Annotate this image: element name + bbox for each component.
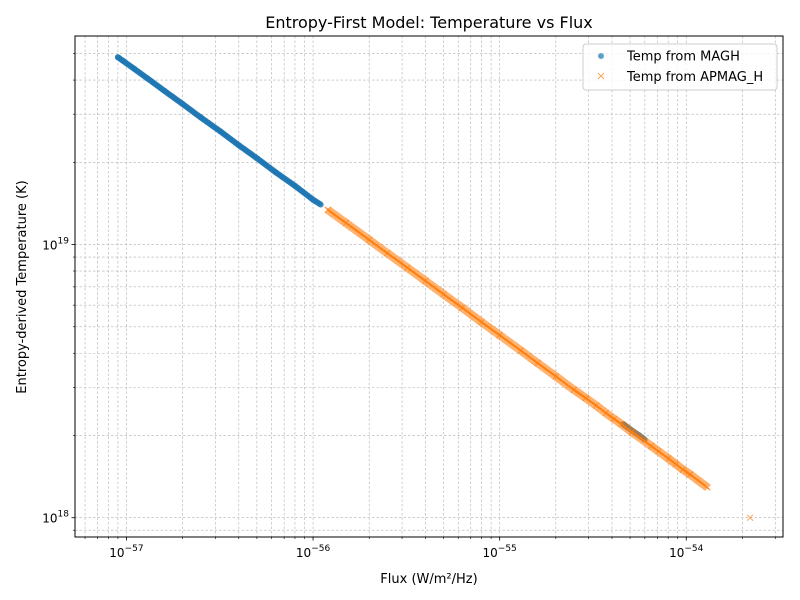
data-point: [593, 402, 600, 410]
chart-title: Entropy-First Model: Temperature vs Flux: [265, 13, 593, 32]
data-point: [342, 219, 350, 227]
data-point: [403, 264, 411, 272]
legend-marker-magh: [598, 53, 604, 59]
data-point: [310, 196, 316, 203]
x-tick-label: 10−55: [483, 544, 517, 560]
plot-area: [114, 54, 754, 522]
data-point: [602, 409, 610, 417]
data-point: [478, 318, 485, 326]
data-point: [628, 428, 636, 436]
data-point: [272, 169, 279, 176]
data-point: [144, 75, 151, 82]
data-point: [383, 249, 391, 257]
data-point: [161, 87, 168, 94]
x-tick-label: 10−56: [296, 544, 331, 560]
data-point: [582, 394, 590, 402]
data-point: [534, 359, 542, 367]
data-point: [552, 373, 560, 380]
legend: Temp from MAGH Temp from APMAG_H: [582, 43, 778, 91]
data-point: [235, 142, 242, 149]
data-point: [324, 206, 332, 214]
x-tick-label: 10−57: [109, 544, 143, 560]
y-axis-label: Entropy-derived Temperature (K): [15, 180, 30, 393]
axis-ticks: 10−57 10−56 10−55 10−54 1018 1019: [42, 53, 776, 560]
data-point: [120, 57, 127, 64]
data-point: [672, 460, 680, 468]
legend-label-magh: Temp from MAGH: [626, 50, 740, 65]
data-point: [746, 514, 754, 522]
data-point: [664, 454, 672, 462]
data-point: [292, 182, 298, 189]
legend-marker-apmag-h: [597, 72, 605, 80]
legend-box: [582, 43, 778, 91]
legend-label-apmag-h: Temp from APMAG_H: [626, 70, 763, 85]
data-point: [610, 415, 618, 423]
data-point: [679, 466, 687, 473]
data-point: [179, 101, 186, 107]
x-axis-label: Flux (W/m²/Hz): [380, 572, 477, 587]
data-point: [114, 54, 121, 61]
y-tick-label: 1019: [42, 237, 69, 253]
series-apmag-h: [324, 206, 754, 522]
plot-frame: [74, 35, 784, 538]
data-point: [704, 484, 711, 491]
data-point: [517, 347, 525, 354]
data-point: [197, 114, 204, 121]
data-point: [365, 236, 373, 244]
x-tick-label: 10−54: [669, 544, 704, 560]
y-tick-label: 1018: [42, 510, 69, 526]
data-point: [496, 331, 503, 339]
data-point: [253, 155, 260, 162]
grid: [75, 36, 783, 537]
data-point: [217, 128, 224, 135]
data-point: [458, 304, 466, 312]
data-point: [655, 447, 662, 455]
data-point: [686, 471, 694, 478]
data-point: [422, 277, 429, 285]
data-point: [440, 290, 447, 298]
data-point: [647, 442, 655, 450]
data-point: [131, 65, 138, 72]
data-point: [570, 386, 578, 394]
data-point: [618, 420, 625, 428]
data-point: [317, 201, 324, 208]
